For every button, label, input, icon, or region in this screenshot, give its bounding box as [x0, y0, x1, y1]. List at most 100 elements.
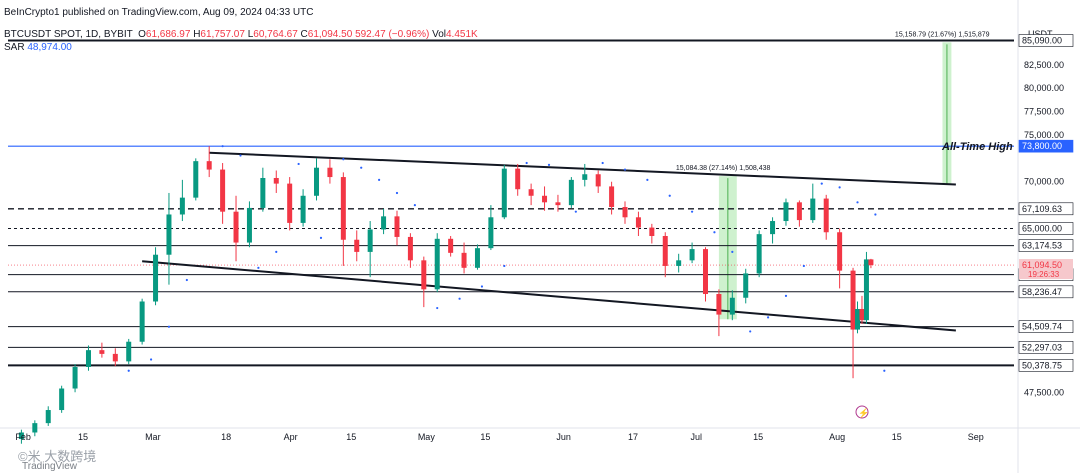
price-tick-label: 75,000.00 [1024, 130, 1064, 140]
candle-body[interactable] [394, 216, 400, 237]
candle-body[interactable] [287, 183, 293, 223]
candle-body[interactable] [850, 270, 856, 330]
price-tick-label: 47,500.00 [1024, 387, 1064, 397]
candle-body[interactable] [461, 252, 467, 268]
candle-body[interactable] [555, 202, 561, 206]
sar-dot [503, 264, 506, 268]
sar-dot [856, 201, 859, 204]
sar-dot [802, 264, 805, 268]
sar-dot [185, 278, 188, 282]
candle-body[interactable] [246, 207, 252, 243]
candle-body[interactable] [85, 350, 91, 367]
candle-body[interactable] [859, 308, 865, 321]
candle-body[interactable] [434, 238, 440, 290]
candle-body[interactable] [689, 249, 695, 261]
candle-body[interactable] [796, 202, 802, 221]
last-price-label: 61,094.50 [1022, 260, 1062, 270]
candle-body[interactable] [367, 229, 373, 252]
candle-body[interactable] [112, 353, 118, 362]
symbol-legend: BTCUSDT SPOT, 1D, BYBIT O61,686.97 H61,7… [4, 29, 478, 40]
sar-legend[interactable]: SAR 48,974.00 [4, 42, 72, 53]
time-tick-label: 17 [628, 432, 638, 442]
time-tick-label: Jun [556, 432, 571, 442]
candle-body[interactable] [126, 341, 132, 362]
candle-body[interactable] [407, 236, 413, 261]
volume-label: Vol [432, 29, 446, 40]
candle-body[interactable] [568, 179, 574, 206]
sar-dot [149, 358, 153, 361]
candle-body[interactable] [868, 259, 874, 266]
candle-body[interactable] [783, 202, 789, 222]
candle-body[interactable] [716, 294, 722, 315]
candle-body[interactable] [139, 301, 145, 342]
price-tick-label: 77,500.00 [1024, 107, 1064, 117]
candle-body[interactable] [542, 195, 548, 203]
candle-body[interactable] [823, 198, 829, 233]
candle-body[interactable] [702, 249, 708, 295]
candle-body[interactable] [179, 197, 185, 215]
candle-body[interactable] [45, 410, 51, 424]
level-price-tag [1018, 202, 1074, 216]
sar-dot [749, 330, 752, 333]
candle-body[interactable] [166, 214, 172, 255]
sar-dot [395, 191, 399, 195]
candle-body[interactable] [515, 168, 521, 190]
time-tick-label: Sep [968, 432, 984, 442]
candle-body[interactable] [314, 167, 320, 196]
candle-body[interactable] [273, 177, 279, 184]
sar-dot [413, 204, 416, 207]
candle-body[interactable] [474, 248, 480, 268]
candle-body[interactable] [855, 308, 861, 330]
candle-body[interactable] [448, 238, 454, 253]
candle-body[interactable] [501, 168, 507, 218]
candle-body[interactable] [837, 232, 843, 271]
candle-body[interactable] [662, 236, 668, 266]
level-price-label: 54,509.74 [1022, 322, 1062, 332]
candle-body[interactable] [729, 297, 735, 315]
candle-body[interactable] [609, 186, 615, 207]
symbol-name[interactable]: BTCUSDT SPOT, 1D, BYBIT [4, 29, 133, 40]
candle-body[interactable] [233, 211, 239, 243]
candle-body[interactable] [421, 260, 427, 290]
price-tick-label: 82,500.00 [1024, 60, 1064, 70]
candle-body[interactable] [32, 423, 38, 433]
candle-body[interactable] [59, 388, 65, 411]
candle-body[interactable] [153, 254, 159, 302]
candle-body[interactable] [622, 206, 628, 218]
candle-body[interactable] [676, 260, 682, 266]
candle-body[interactable] [340, 177, 346, 240]
candle-body[interactable] [756, 234, 762, 274]
candle-body[interactable] [99, 350, 105, 354]
candle-body[interactable] [220, 169, 226, 212]
candle-body[interactable] [810, 198, 816, 221]
sar-dot [646, 178, 649, 181]
candle-body[interactable] [354, 239, 360, 252]
bar-countdown: 19:26:33 [1028, 270, 1060, 279]
candle-body[interactable] [300, 195, 306, 223]
channel-lower-line [142, 260, 956, 332]
candle-body[interactable] [72, 366, 78, 389]
candle-body[interactable] [743, 273, 749, 298]
candle-body[interactable] [18, 432, 24, 440]
measure-label: 15,158.79 (21.67%) 1,515,879 [895, 31, 990, 38]
candle-body[interactable] [635, 217, 641, 228]
level-price-label: 67,109.63 [1022, 204, 1062, 214]
candle-body[interactable] [649, 227, 655, 237]
candle-body[interactable] [595, 174, 601, 187]
candle-body[interactable] [528, 189, 534, 196]
candle-body[interactable] [193, 161, 199, 198]
candle-body[interactable] [260, 177, 266, 208]
candle-body[interactable] [488, 217, 494, 249]
sar-dot [319, 236, 323, 239]
event-marker-icon[interactable] [855, 405, 869, 419]
candle-body[interactable] [582, 174, 588, 180]
candle-body[interactable] [206, 161, 212, 170]
change-percent: (−0.96%) [388, 29, 430, 40]
candle-body[interactable] [863, 259, 869, 321]
candle-body[interactable] [381, 216, 387, 230]
candle-body[interactable] [770, 221, 776, 235]
all-time-high-label: All-Time High [941, 141, 1013, 153]
candle-body[interactable] [327, 167, 333, 178]
level-price-label: 65,000.00 [1022, 224, 1062, 234]
